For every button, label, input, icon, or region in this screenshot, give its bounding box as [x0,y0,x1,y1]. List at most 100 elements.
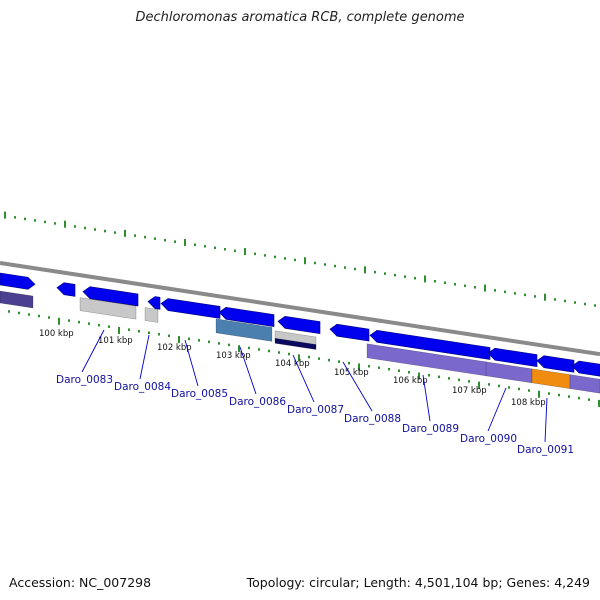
inner-tick [118,326,120,334]
outer-tick [64,220,66,228]
kbp-label: 102 kbp [157,343,192,353]
accession-label: Accession: NC_007298 [9,575,152,590]
inner-tick [168,334,170,338]
inner-tick [458,378,460,382]
inner-tick [148,331,150,334]
inner-tick [128,328,130,331]
outer-tick [314,261,316,265]
inner-tick [198,339,200,342]
outer-tick [474,286,476,289]
inner-tick [408,371,410,374]
gene-arrow [56,282,76,297]
gene-arrow [329,323,370,342]
inner-tick [548,392,550,395]
outer-tick [334,264,336,268]
outer-tick [374,270,376,274]
inner-tick [338,360,340,363]
inner-tick [18,311,20,315]
inner-tick [238,345,240,353]
kbp-label: 101 kbp [98,336,133,346]
outer-tick [304,257,306,265]
inner-tick [598,399,600,407]
gene-label: Daro_0087 [287,404,344,416]
gene-labels: Daro_0083Daro_0084Daro_0085Daro_0086Daro… [56,329,574,456]
outer-tick [294,258,296,262]
outer-tick [144,235,146,239]
inner-tick [468,380,470,383]
gene-arrow [160,298,221,319]
outer-tick [594,304,596,307]
outer-tick [84,226,86,230]
outer-tick [164,238,166,242]
feature-bar [0,290,34,309]
outer-tick [544,293,546,301]
outer-tick [524,293,526,297]
genome-title: Dechloromonas aromatica RCB, complete ge… [135,10,465,25]
outer-tick [54,222,56,225]
inner-tick [268,349,270,353]
backbone-line [0,261,600,357]
gene-label: Daro_0088 [344,413,401,425]
kbp-labels: 100 kbp 101 kbp 102 kbp 103 kbp 104 kbp 105 k… [39,329,546,408]
outer-tick [174,240,176,243]
feature-bar [569,374,600,394]
inner-tick [508,386,510,389]
inner-tick [108,325,110,328]
outer-tick [104,229,106,233]
inner-tick [368,364,370,368]
kbp-label: 107 kbp [452,386,487,396]
gene-label: Daro_0091 [517,444,574,456]
inner-tick [588,398,590,401]
inner-tick [288,352,290,356]
outer-tick [194,243,196,246]
outer-tick [574,301,576,304]
outer-tick [344,266,346,269]
kbp-label: 103 kbp [216,351,251,361]
gene-arrow [147,296,161,310]
inner-tick [568,395,570,398]
feature-bar [79,297,137,320]
outer-tick [394,273,396,277]
gene-label: Daro_0084 [114,381,171,393]
outer-tick [494,289,496,292]
kbp-label: 105 kbp [334,368,369,378]
gene-arrow [82,286,139,307]
inner-tick [98,323,100,327]
inner-tick [88,322,90,325]
feature-track [0,272,600,394]
backbone [0,261,600,357]
gene-arrow [277,316,321,334]
leader-line [292,354,315,403]
inner-tick [388,367,390,371]
inner-tick [188,337,190,341]
inner-tick [538,390,540,398]
outer-tick [214,246,216,250]
inner-tick [518,387,520,391]
outer-tick [414,276,416,280]
gene-label: Daro_0090 [460,433,517,445]
inner-tick [58,317,60,325]
inner-tick [228,343,230,347]
inner-tick [348,361,350,365]
gene-arrow [536,355,575,373]
gene-label: Daro_0085 [171,388,228,400]
inner-tick [378,366,380,369]
gene-label: Daro_0089 [402,423,459,435]
outer-tick [454,283,456,286]
outer-tick [464,284,466,288]
outer-tick [554,298,556,301]
outer-tick [404,275,406,278]
outer-tick [284,257,286,260]
outer-tick [44,220,46,224]
inner-tick-ring [8,310,600,407]
outer-tick [504,290,506,294]
leader-line [544,397,548,443]
outer-tick [424,275,426,283]
outer-tick-ring [4,211,596,307]
outer-tick [74,225,76,228]
feature-bar [531,368,571,389]
outer-tick [484,284,486,292]
outer-tick [274,255,276,259]
inner-tick [578,396,580,400]
